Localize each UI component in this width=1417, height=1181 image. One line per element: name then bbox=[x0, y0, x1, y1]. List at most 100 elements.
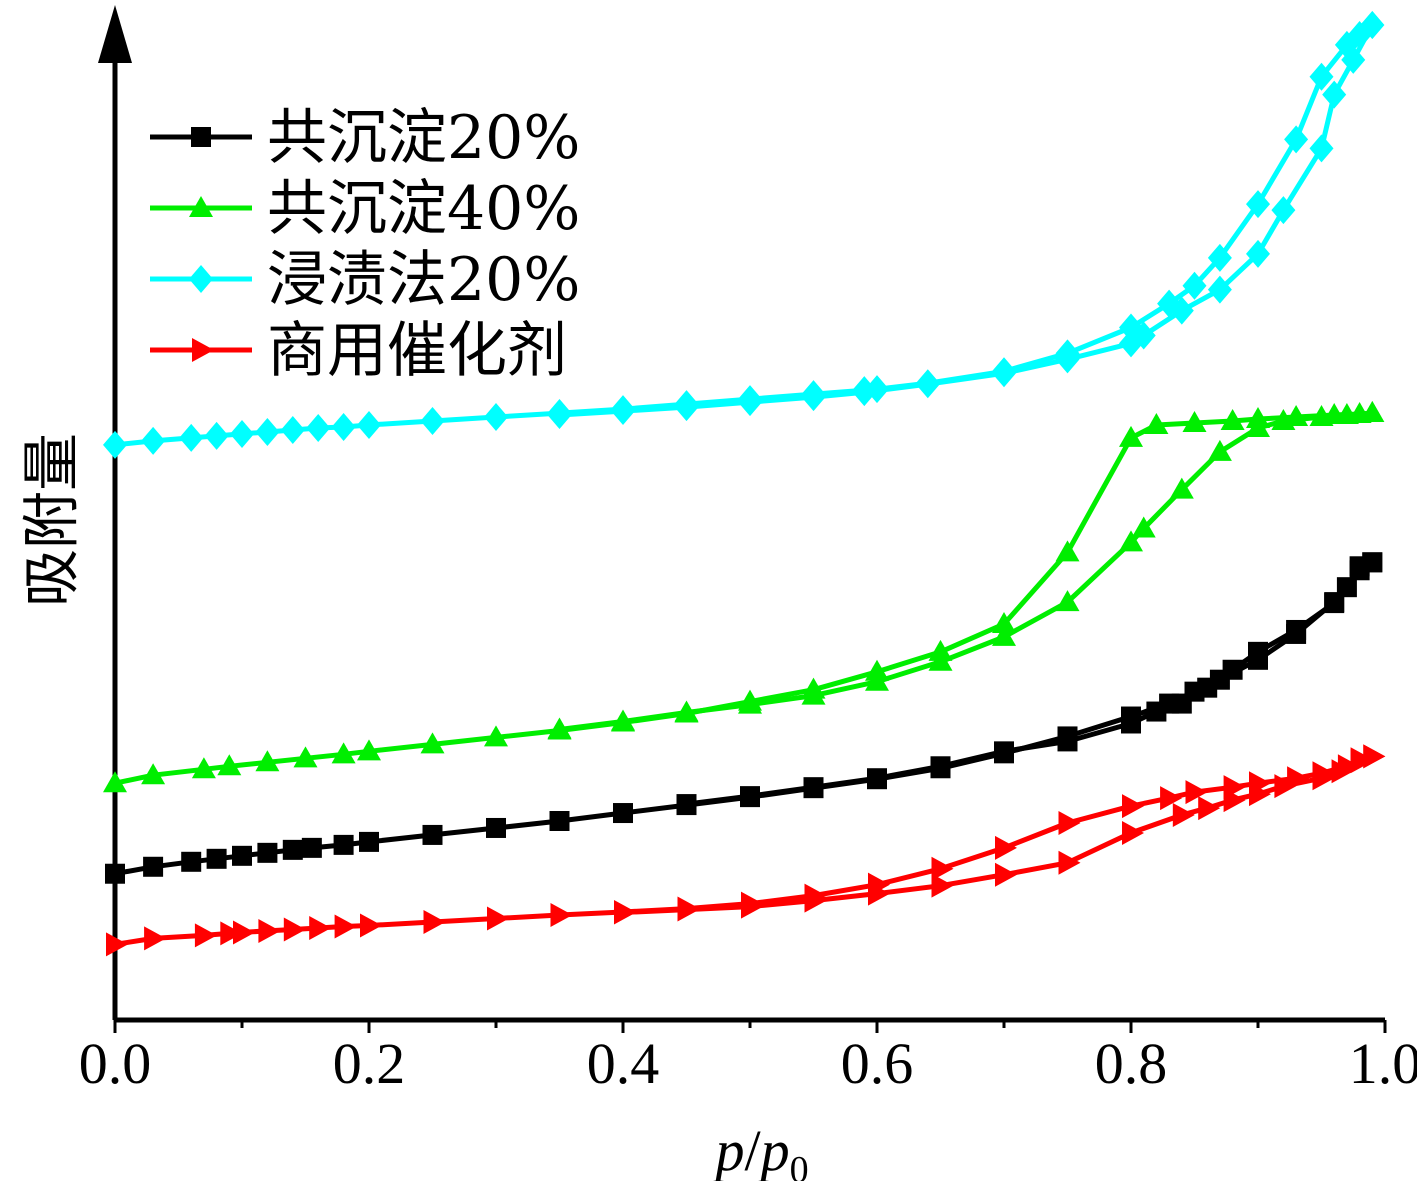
data-point bbox=[1122, 794, 1144, 819]
data-point bbox=[106, 932, 128, 957]
x-tick-label: 0.8 bbox=[1095, 1031, 1168, 1096]
data-point bbox=[547, 717, 572, 739]
data-point bbox=[333, 834, 354, 855]
data-point bbox=[995, 835, 1017, 860]
legend-entry: 商用催化剂 bbox=[150, 316, 567, 386]
data-point bbox=[738, 388, 762, 417]
data-point bbox=[928, 649, 953, 671]
data-point bbox=[677, 897, 700, 922]
data-point bbox=[1312, 766, 1335, 791]
data-point bbox=[1131, 516, 1156, 538]
data-point bbox=[220, 921, 243, 946]
x-axis-title-slash: / bbox=[744, 1118, 761, 1181]
data-point bbox=[614, 900, 636, 925]
data-point bbox=[293, 746, 318, 768]
legend: 共沉淀20%共沉淀40%浸渍法20%商用催化剂 bbox=[150, 103, 580, 386]
data-point bbox=[1119, 329, 1143, 358]
x-axis-title-p: p bbox=[711, 1118, 744, 1181]
data-point bbox=[992, 624, 1016, 646]
data-point bbox=[283, 917, 306, 942]
data-point bbox=[801, 383, 826, 412]
data-point bbox=[992, 359, 1016, 388]
y-axis-title: 吸附量 bbox=[19, 433, 84, 607]
data-point bbox=[1271, 196, 1296, 225]
data-point bbox=[103, 771, 127, 793]
data-point bbox=[611, 709, 635, 731]
data-point bbox=[852, 378, 877, 407]
data-point bbox=[1198, 796, 1221, 821]
x-tick-label: 0.6 bbox=[841, 1031, 914, 1096]
data-point bbox=[194, 923, 217, 948]
data-point bbox=[1169, 296, 1194, 325]
data-point bbox=[994, 741, 1014, 762]
data-point bbox=[1185, 780, 1208, 805]
data-point bbox=[1058, 850, 1081, 875]
data-point bbox=[282, 839, 303, 860]
x-tick-label: 0.2 bbox=[333, 1031, 406, 1096]
data-point bbox=[1220, 409, 1245, 431]
x-axis-title-p0: p bbox=[757, 1118, 790, 1181]
data-point bbox=[422, 824, 443, 845]
data-point bbox=[1350, 749, 1373, 774]
series-layer bbox=[103, 11, 1386, 957]
legend-entry: 浸渍法20% bbox=[150, 245, 580, 315]
data-point bbox=[865, 669, 889, 691]
data-point bbox=[1207, 439, 1232, 461]
data-point bbox=[334, 914, 357, 939]
data-point bbox=[1055, 590, 1080, 612]
data-point bbox=[992, 611, 1016, 633]
data-point bbox=[995, 862, 1017, 887]
data-point bbox=[1349, 556, 1370, 577]
data-point bbox=[674, 393, 699, 422]
data-point bbox=[1144, 412, 1169, 434]
data-point bbox=[232, 845, 252, 866]
data-point bbox=[1057, 731, 1078, 752]
data-point bbox=[1222, 659, 1243, 680]
data-point bbox=[204, 421, 229, 450]
series-line-adsorption bbox=[114, 560, 1374, 877]
legend-label: 浸渍法20% bbox=[267, 245, 580, 315]
data-point bbox=[420, 407, 445, 436]
data-point bbox=[360, 913, 382, 938]
legend-label: 共沉淀40% bbox=[267, 174, 580, 244]
legend-marker bbox=[191, 127, 211, 147]
legend-marker bbox=[189, 196, 213, 217]
data-point bbox=[1246, 239, 1270, 268]
data-point bbox=[1197, 677, 1218, 698]
legend-marker bbox=[192, 338, 214, 362]
legend-entry: 共沉淀40% bbox=[150, 174, 580, 244]
data-point bbox=[179, 423, 204, 452]
x-tick-label: 1.0 bbox=[1349, 1031, 1417, 1096]
data-point bbox=[1182, 411, 1207, 432]
legend-entry: 共沉淀20% bbox=[150, 103, 580, 173]
data-point bbox=[868, 881, 890, 906]
data-point bbox=[141, 426, 166, 455]
data-point bbox=[420, 732, 445, 754]
data-point bbox=[1363, 744, 1386, 769]
data-point bbox=[1286, 619, 1307, 640]
x-tick-label: 0.0 bbox=[79, 1031, 152, 1096]
data-point bbox=[1146, 701, 1167, 722]
legend-label: 共沉淀20% bbox=[267, 103, 580, 173]
data-point bbox=[1121, 713, 1141, 734]
data-point bbox=[143, 856, 164, 877]
data-point bbox=[181, 851, 202, 872]
data-point bbox=[484, 725, 508, 747]
data-point bbox=[738, 692, 762, 714]
data-point bbox=[306, 413, 331, 442]
data-point bbox=[1246, 415, 1270, 437]
x-axis-title-subscript: 0 bbox=[790, 1149, 809, 1181]
data-point bbox=[359, 831, 379, 852]
data-point bbox=[257, 842, 278, 863]
data-point bbox=[549, 811, 570, 831]
data-point bbox=[803, 777, 824, 798]
data-point bbox=[309, 915, 332, 940]
data-point bbox=[674, 700, 699, 722]
data-point bbox=[1207, 243, 1232, 272]
series-line-desorption bbox=[559, 410, 1373, 732]
data-point bbox=[1122, 820, 1144, 845]
data-point bbox=[255, 417, 280, 446]
data-point bbox=[547, 401, 572, 430]
data-point bbox=[1271, 409, 1296, 431]
